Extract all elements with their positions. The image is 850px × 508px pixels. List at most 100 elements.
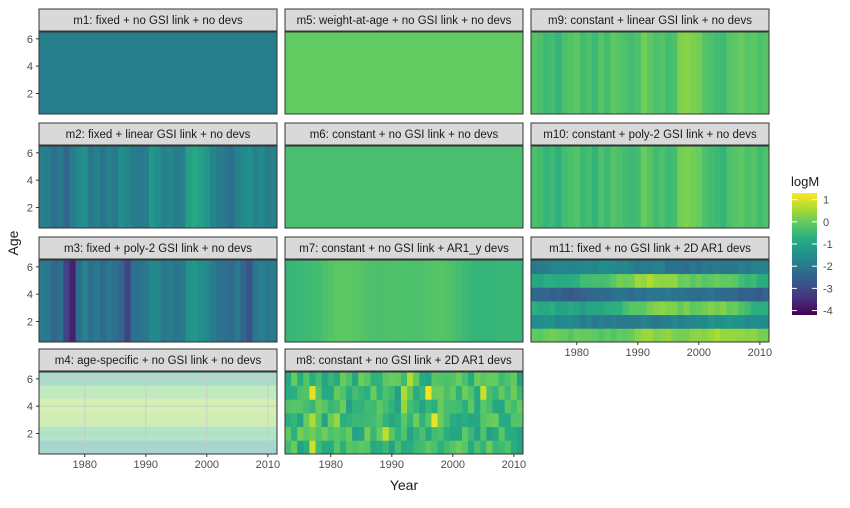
heatmap-cell	[720, 260, 727, 275]
heatmap-cell	[549, 260, 556, 275]
heatmap-cell	[683, 314, 691, 329]
heatmap-cell	[455, 399, 463, 414]
heatmap-cell	[707, 260, 715, 275]
heatmap-cell	[358, 385, 365, 400]
heatmap-cell	[504, 399, 512, 414]
heatmap-cell	[321, 372, 329, 387]
heatmap-cell	[510, 440, 518, 455]
heatmap-cell	[634, 32, 642, 114]
y-tick-label: 2	[27, 203, 33, 215]
heatmap-cell	[309, 385, 316, 400]
heatmap-cell	[352, 372, 359, 387]
heatmap-cell	[492, 260, 499, 342]
heatmap-cell	[437, 385, 445, 400]
heatmap-cell	[543, 146, 550, 228]
heatmap-cell	[498, 399, 506, 414]
heatmap-cell	[339, 372, 347, 387]
heatmap-cell	[63, 146, 70, 228]
heatmap-cell	[640, 328, 648, 343]
legend-tick-label: 1	[823, 195, 829, 207]
heatmap-cell	[285, 426, 292, 441]
heatmap-cell	[689, 301, 697, 316]
y-tick-label: 6	[27, 374, 33, 386]
heatmap-cell	[640, 260, 648, 275]
heatmap-cell	[303, 413, 310, 428]
heatmap-cell	[474, 385, 481, 400]
heatmap-cell	[75, 260, 83, 342]
heatmap-cell	[315, 372, 323, 387]
heatmap-cell	[701, 273, 709, 288]
heatmap-cell	[352, 440, 359, 455]
x-tick-label: 2010	[748, 347, 772, 359]
heatmap-cell	[291, 413, 298, 428]
heatmap-cell	[246, 260, 253, 342]
panel-title: m7: constant + no GSI link + AR1_y devs	[299, 243, 509, 255]
heatmap-cell	[573, 32, 581, 114]
heatmap-cell	[695, 32, 703, 114]
heatmap-cell	[136, 146, 144, 228]
heatmap-cell	[579, 260, 587, 275]
heatmap-cell	[549, 287, 556, 302]
heatmap-cell	[285, 385, 292, 400]
heatmap-cell	[246, 146, 253, 228]
heatmap-cell	[461, 372, 469, 387]
heatmap-cell	[87, 260, 95, 342]
heatmap-cell	[443, 440, 451, 455]
legend-tick-label: -4	[823, 306, 833, 318]
heatmap-cell	[425, 399, 432, 414]
heatmap-cell	[516, 413, 524, 428]
heatmap-cell	[333, 440, 341, 455]
heatmap-cell	[701, 301, 709, 316]
heatmap-cell	[665, 273, 672, 288]
heatmap-cell	[510, 372, 518, 387]
heatmap-cell	[665, 287, 672, 302]
y-tick-label: 6	[27, 148, 33, 160]
heatmap-cell	[714, 328, 721, 343]
heatmap-cell	[209, 260, 217, 342]
heatmap-cell	[69, 146, 77, 228]
heatmap-cell	[291, 260, 298, 342]
heatmap-cell	[370, 440, 377, 455]
heatmap-cell	[622, 260, 630, 275]
heatmap-cell	[443, 260, 451, 342]
heatmap-cell	[744, 146, 752, 228]
panel-border	[530, 145, 770, 229]
heatmap-cell	[197, 260, 205, 342]
heatmap-cell	[622, 287, 630, 302]
heatmap-cell	[640, 273, 648, 288]
panel-strip	[38, 348, 278, 372]
panel-m9: m9: constant + linear GSI link + no devs	[530, 8, 770, 115]
heatmap-cell	[297, 260, 304, 342]
heatmap-cell	[492, 385, 499, 400]
heatmap-cell	[303, 426, 310, 441]
heatmap-cell	[455, 260, 463, 342]
heatmap-cell	[726, 287, 733, 302]
heatmap-cell	[604, 260, 611, 275]
heatmap-cell	[437, 399, 445, 414]
heatmap-cell	[707, 328, 715, 343]
heatmap-cell	[653, 314, 660, 329]
heatmap-cell	[376, 426, 384, 441]
heatmap-cell	[461, 413, 469, 428]
heatmap-cell	[738, 273, 745, 288]
heatmap-cell	[640, 314, 648, 329]
heatmap-cell	[537, 314, 544, 329]
heatmap-cell	[309, 260, 316, 342]
heatmap-cell	[425, 260, 432, 342]
heatmap-cell	[671, 328, 678, 343]
heatmap-cell	[130, 146, 138, 228]
heatmap-cell	[486, 399, 493, 414]
heatmap-cell	[303, 399, 310, 414]
heatmap-cell	[549, 301, 556, 316]
panel-title: m8: constant + no GSI link + 2D AR1 devs	[296, 355, 512, 367]
y-tick-label: 6	[27, 34, 33, 46]
heatmap-cell	[346, 260, 353, 342]
heatmap-cell	[321, 426, 329, 441]
heatmap-cell	[468, 372, 475, 387]
heatmap-cell	[646, 314, 654, 329]
heatmap-cell	[93, 260, 101, 342]
legend-tick-label: -1	[823, 239, 833, 251]
heatmap-cell	[689, 260, 697, 275]
panel-border	[284, 31, 524, 115]
heatmap-cell	[510, 385, 518, 400]
